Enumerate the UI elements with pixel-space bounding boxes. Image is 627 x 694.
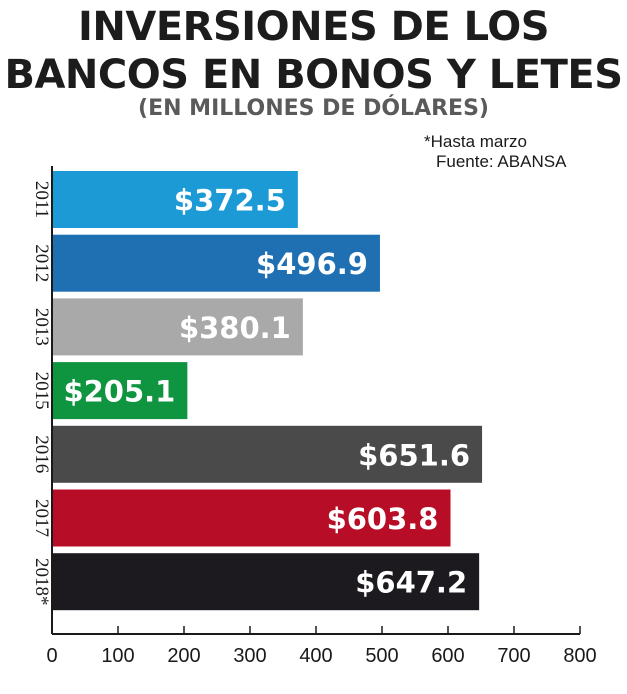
x-tick-label: 300 [233,645,266,667]
category-label: 2015 [31,372,52,410]
bar-2013 [53,298,303,356]
x-tick-label: 100 [101,645,134,667]
category-label: 2012 [31,244,52,282]
bar-value-label: $603.8 [327,502,439,536]
bar-2018 [53,553,480,611]
bar-value-label: $380.1 [179,311,291,345]
chart-notes: *Hasta marzo Fuente: ABANSA [424,132,566,172]
chart-title-line-1: INVERSIONES DE LOS [78,4,550,50]
x-tick-label: 700 [497,645,530,667]
category-label: 2018* [31,558,52,606]
category-label: 2017 [31,499,52,537]
x-tick-label: 800 [563,645,596,667]
bar-2011 [53,171,298,228]
x-tick-label: 0 [46,645,57,667]
bar-2017 [53,489,451,547]
x-tick-label: 200 [167,645,200,667]
bar-value-label: $651.6 [358,438,470,472]
x-tick-label: 400 [299,645,332,667]
category-label: 2016 [31,435,52,473]
bar-chart: 0 100 200 300 400 500 600 700 800 $372.5 2011 $496.… [31,166,597,667]
footnote: *Hasta marzo [424,132,527,151]
chart-title-line-2: BANCOS EN BONOS Y LETES [4,52,623,98]
bar-value-label: $496.9 [256,247,368,281]
bar-2016 [53,425,483,483]
bar-value-label: $205.1 [63,375,175,409]
bar-value-label: $372.5 [174,184,286,218]
source-label: Fuente: ABANSA [436,152,567,171]
x-tick-label: 500 [365,645,398,667]
bar-value-label: $647.2 [355,566,467,600]
chart-subtitle: (EN MILLONES DE DÓLARES) [138,96,489,121]
x-tick-label: 600 [431,645,464,667]
bar-2015 [53,362,188,420]
category-label: 2013 [31,308,52,346]
bar-2012 [53,234,380,292]
category-label: 2011 [31,181,52,218]
